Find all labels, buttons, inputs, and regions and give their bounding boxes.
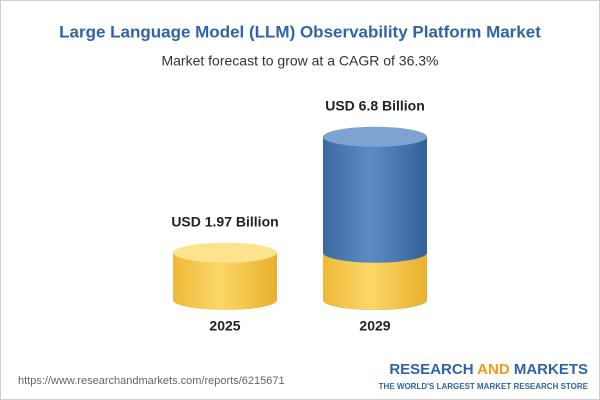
logo-part: RESEARCH: [389, 361, 473, 378]
logo: RESEARCH AND MARKETS: [389, 361, 588, 378]
logo-tagline: THE WORLD'S LARGEST MARKET RESEARCH STOR…: [379, 382, 589, 391]
logo-part: AND: [477, 361, 510, 378]
cylinder-base-segment: [323, 252, 427, 310]
value-label: USD 1.97 Billion: [171, 213, 278, 229]
chart-subtitle: Market forecast to grow at a CAGR of 36.…: [161, 53, 438, 69]
logo-part: MARKETS: [514, 361, 588, 378]
cylinder-body: [173, 252, 277, 310]
x-tick-label: 2029: [359, 318, 390, 334]
cylinder-top: [323, 126, 427, 147]
value-label: USD 6.8 Billion: [325, 98, 425, 114]
chart-title: Large Language Model (LLM) Observability…: [59, 22, 541, 41]
x-tick-label: 2025: [209, 318, 240, 334]
source-url: https://www.researchandmarkets.com/repor…: [18, 375, 285, 387]
cylinder-top: [173, 242, 277, 263]
